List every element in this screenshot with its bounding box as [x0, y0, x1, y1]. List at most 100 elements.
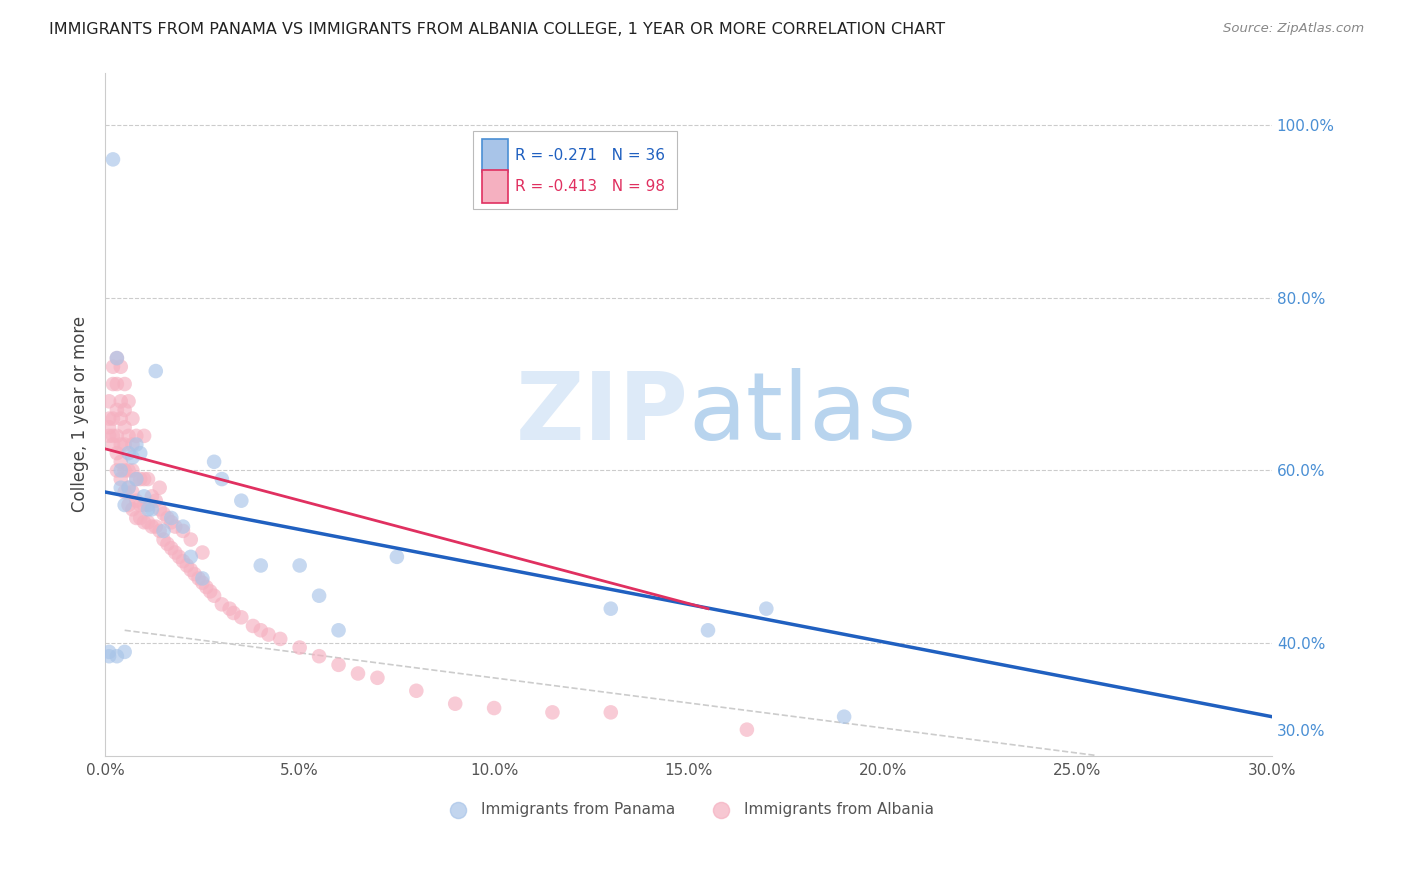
Point [328, 657, 350, 672]
Point [156, 537, 179, 551]
Point [105, 649, 128, 664]
Point [191, 545, 214, 559]
FancyBboxPatch shape [472, 131, 676, 210]
Legend: Immigrants from Panama, Immigrants from Albania: Immigrants from Panama, Immigrants from … [437, 796, 941, 823]
Point [105, 377, 128, 392]
Point [249, 558, 271, 573]
Text: ZIP: ZIP [516, 368, 689, 460]
Point [125, 437, 148, 451]
Point [110, 359, 132, 374]
Point [176, 558, 198, 573]
Point [110, 394, 132, 409]
Point [132, 429, 155, 443]
Point [105, 446, 128, 460]
Bar [482, 169, 508, 202]
Point [195, 580, 218, 594]
Point [222, 606, 245, 620]
Point [149, 481, 172, 495]
Point [218, 601, 240, 615]
Point [110, 437, 132, 451]
Point [121, 463, 143, 477]
Text: atlas: atlas [689, 368, 917, 460]
Point [541, 706, 564, 720]
Point [114, 463, 136, 477]
Point [98, 394, 121, 409]
Point [599, 601, 621, 615]
Point [200, 584, 222, 599]
Point [167, 549, 190, 564]
Point [328, 624, 350, 638]
Text: IMMIGRANTS FROM PANAMA VS IMMIGRANTS FROM ALBANIA COLLEGE, 1 YEAR OR MORE CORREL: IMMIGRANTS FROM PANAMA VS IMMIGRANTS FRO… [49, 22, 945, 37]
Point [114, 485, 136, 500]
Point [98, 420, 121, 434]
Point [125, 429, 148, 443]
Point [101, 411, 124, 425]
Point [347, 666, 370, 681]
Point [308, 649, 330, 664]
Point [117, 429, 139, 443]
Point [202, 455, 225, 469]
Point [160, 516, 183, 530]
Point [145, 364, 167, 378]
Point [755, 601, 778, 615]
Point [156, 511, 179, 525]
Point [98, 429, 121, 443]
Point [202, 589, 225, 603]
Point [117, 446, 139, 460]
Point [187, 571, 209, 585]
Point [152, 533, 174, 547]
Point [114, 498, 136, 512]
Point [136, 502, 159, 516]
Point [249, 624, 271, 638]
Point [98, 645, 121, 659]
Point [191, 575, 214, 590]
Point [136, 498, 159, 512]
Point [288, 640, 311, 655]
Point [165, 519, 187, 533]
Point [121, 450, 143, 465]
Point [129, 446, 152, 460]
Point [105, 429, 128, 443]
Point [160, 511, 183, 525]
Point [114, 437, 136, 451]
Point [121, 437, 143, 451]
Point [98, 411, 121, 425]
Point [385, 549, 408, 564]
Point [308, 589, 330, 603]
Point [832, 709, 855, 723]
Point [149, 502, 172, 516]
Point [269, 632, 291, 646]
Point [101, 359, 124, 374]
Point [114, 403, 136, 417]
Point [101, 153, 124, 167]
Text: R = -0.413   N = 98: R = -0.413 N = 98 [515, 178, 665, 194]
Point [105, 463, 128, 477]
Point [129, 472, 152, 486]
Point [132, 472, 155, 486]
Point [180, 563, 202, 577]
Point [101, 377, 124, 392]
Point [231, 493, 253, 508]
Point [114, 645, 136, 659]
Point [110, 411, 132, 425]
Point [211, 472, 233, 486]
Point [183, 567, 205, 582]
Point [132, 498, 155, 512]
Point [105, 351, 128, 365]
Point [211, 598, 233, 612]
Point [114, 377, 136, 392]
Point [125, 493, 148, 508]
Point [172, 524, 194, 538]
Point [141, 489, 163, 503]
Point [101, 429, 124, 443]
Point [125, 511, 148, 525]
Point [125, 472, 148, 486]
Point [141, 519, 163, 533]
Point [110, 463, 132, 477]
Point [405, 683, 427, 698]
Point [172, 554, 194, 568]
Point [152, 524, 174, 538]
Point [257, 627, 280, 641]
Point [599, 706, 621, 720]
Point [105, 403, 128, 417]
